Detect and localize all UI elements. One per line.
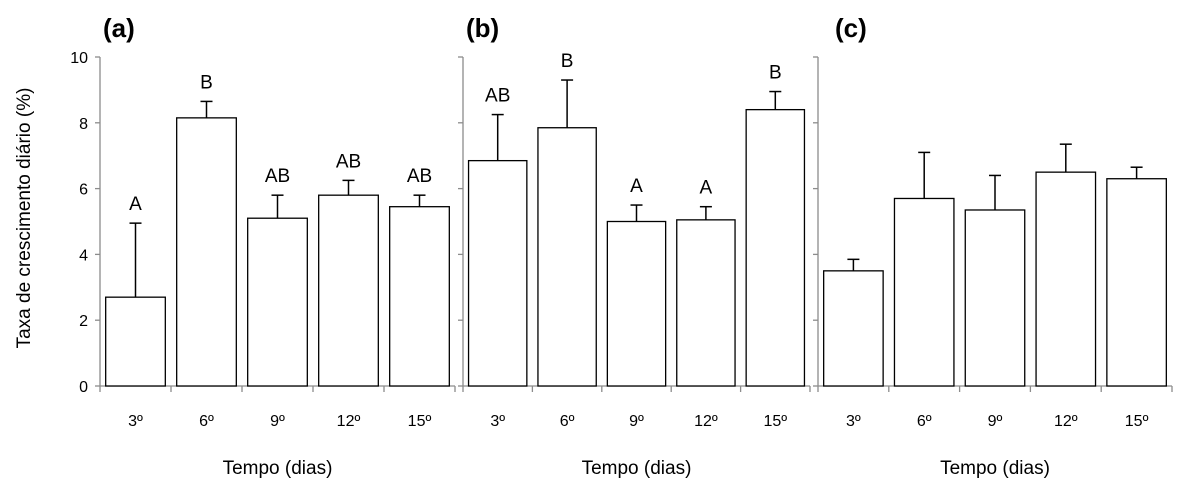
bar bbox=[964, 209, 1026, 387]
bar bbox=[176, 117, 237, 387]
x-tick-label: 3º bbox=[128, 413, 143, 430]
significance-label: AB bbox=[336, 151, 361, 172]
bar bbox=[1035, 171, 1097, 387]
bar bbox=[823, 270, 884, 387]
bar bbox=[318, 194, 379, 387]
bar bbox=[1106, 178, 1167, 387]
x-axis-label: Tempo (dias) bbox=[940, 458, 1050, 479]
significance-label: AB bbox=[407, 166, 432, 187]
x-tick-label: 3º bbox=[846, 413, 861, 430]
panel-c: (c) 3º 6º 9º 12º 15º Tempo (dias) bbox=[813, 13, 1173, 479]
x-tick-label: 15º bbox=[763, 413, 787, 430]
x-tick-label: 15º bbox=[408, 413, 432, 430]
x-tick-label: 12º bbox=[1054, 413, 1078, 430]
significance-label: AB bbox=[485, 86, 510, 107]
bar bbox=[676, 219, 736, 387]
significance-label: B bbox=[769, 63, 782, 84]
bar bbox=[105, 296, 166, 387]
panel-b: (b) AB 3º B 6º A 9º A 12º B 15º Tempo (dias) bbox=[458, 13, 811, 479]
x-tick-label: 9º bbox=[629, 413, 644, 430]
x-tick-label: 6º bbox=[917, 413, 932, 430]
x-tick-label: 9º bbox=[270, 413, 285, 430]
x-tick-label: 6º bbox=[199, 413, 214, 430]
bar bbox=[745, 108, 806, 387]
y-tick-label: 4 bbox=[79, 247, 88, 264]
y-tick-label: 2 bbox=[79, 313, 88, 330]
bar bbox=[467, 159, 528, 387]
x-tick-label: 3º bbox=[490, 413, 505, 430]
x-axis-label: Tempo (dias) bbox=[223, 458, 333, 479]
bar bbox=[537, 127, 597, 387]
x-tick-label: 6º bbox=[560, 413, 575, 430]
significance-label: AB bbox=[265, 166, 290, 187]
bar bbox=[389, 206, 450, 387]
x-axis-label: Tempo (dias) bbox=[582, 458, 692, 479]
panel-a: (a) 0 2 4 6 8 10 A 3º B 6º AB 9º AB 12º AB 15º Tempo (dia… bbox=[70, 13, 456, 479]
bar bbox=[606, 220, 667, 387]
significance-label: A bbox=[129, 194, 142, 215]
x-tick-label: 9º bbox=[988, 413, 1003, 430]
y-axis-label: Taxa de crescimento diário (%) bbox=[14, 88, 35, 349]
panel-label: (a) bbox=[103, 13, 135, 43]
significance-label: B bbox=[200, 72, 213, 93]
significance-label: A bbox=[630, 176, 643, 197]
panel-label: (c) bbox=[835, 13, 867, 43]
x-tick-label: 12º bbox=[337, 413, 361, 430]
x-tick-label: 12º bbox=[694, 413, 718, 430]
x-tick-label: 15º bbox=[1125, 413, 1149, 430]
y-tick-label: 8 bbox=[79, 116, 88, 133]
significance-label: B bbox=[561, 51, 574, 72]
bar bbox=[247, 217, 308, 387]
panel-label: (b) bbox=[466, 13, 499, 43]
y-tick-label: 0 bbox=[79, 379, 88, 396]
bar bbox=[893, 197, 955, 387]
y-tick-label: 6 bbox=[79, 182, 88, 199]
y-tick-label: 10 bbox=[70, 50, 88, 67]
significance-label: A bbox=[700, 178, 713, 199]
